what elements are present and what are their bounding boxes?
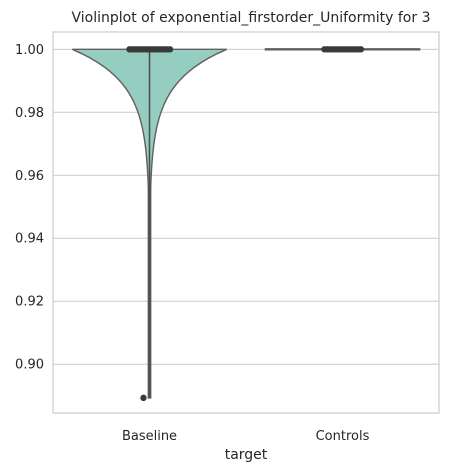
violin-baseline-outlier [140, 394, 147, 402]
violins [72, 46, 421, 402]
y-tick-label: 0.98 [15, 106, 44, 121]
y-tick-labels: 0.90 0.92 0.94 0.96 0.98 1.00 [15, 43, 44, 373]
y-gridlines [53, 48, 439, 365]
x-axis-label: target [225, 447, 268, 463]
y-tick-label: 0.96 [15, 169, 44, 184]
y-tick-label: 1.00 [15, 43, 44, 58]
x-tick-label: Controls [316, 429, 370, 444]
plot-frame [52, 31, 440, 414]
violin-baseline-point [166, 46, 174, 53]
violin-controls-point [357, 46, 365, 53]
x-tick-label: Baseline [122, 429, 177, 444]
chart-title: Violinplot of exponential_firstorder_Uni… [72, 10, 431, 26]
y-tick-label: 0.92 [15, 295, 44, 310]
y-tick-label: 0.90 [15, 358, 44, 373]
y-tick-label: 0.94 [15, 232, 44, 247]
x-tick-labels: Baseline Controls [122, 429, 370, 444]
